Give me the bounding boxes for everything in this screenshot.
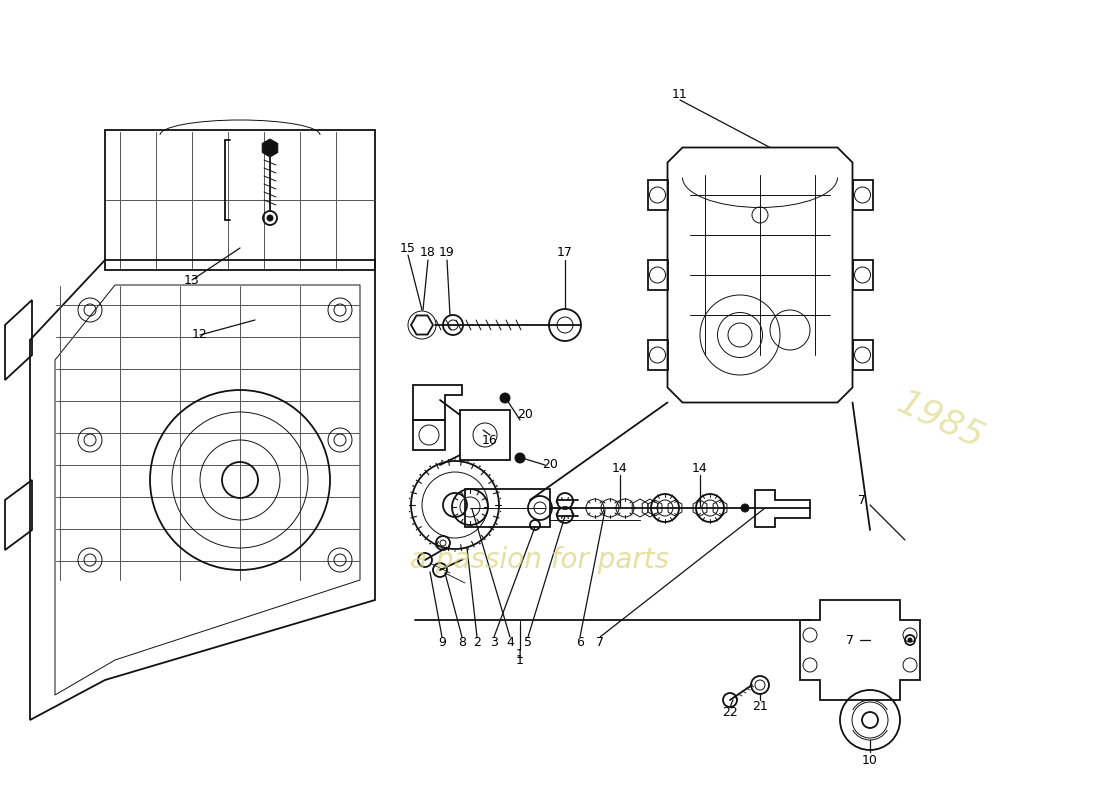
Text: 1: 1 — [516, 649, 524, 662]
Text: 11: 11 — [672, 89, 688, 102]
Text: 19: 19 — [439, 246, 455, 259]
Text: 7: 7 — [596, 637, 604, 650]
Text: 2: 2 — [473, 637, 481, 650]
Text: 13: 13 — [184, 274, 200, 286]
Text: 4: 4 — [506, 637, 514, 650]
Text: 5: 5 — [524, 637, 532, 650]
Text: a passion for parts: a passion for parts — [410, 546, 670, 574]
Text: 15: 15 — [400, 242, 416, 254]
Text: 18: 18 — [420, 246, 436, 259]
Circle shape — [267, 215, 273, 221]
Circle shape — [741, 504, 749, 512]
Text: 6: 6 — [576, 637, 584, 650]
Polygon shape — [262, 139, 278, 157]
Text: 22: 22 — [722, 706, 738, 719]
Text: 3: 3 — [491, 637, 498, 650]
Text: 14: 14 — [692, 462, 708, 474]
Circle shape — [500, 393, 510, 403]
Text: 7: 7 — [858, 494, 866, 506]
Text: 12: 12 — [192, 329, 208, 342]
Text: 20: 20 — [542, 458, 558, 471]
Text: 1: 1 — [516, 654, 524, 666]
Text: 14: 14 — [612, 462, 628, 474]
Text: 21: 21 — [752, 701, 768, 714]
Text: 1985: 1985 — [891, 385, 989, 455]
Text: 20: 20 — [517, 409, 532, 422]
Text: 9: 9 — [438, 637, 446, 650]
Text: 17: 17 — [557, 246, 573, 259]
Circle shape — [908, 638, 912, 642]
Text: 16: 16 — [482, 434, 498, 446]
Text: 10: 10 — [862, 754, 878, 766]
Text: 7: 7 — [846, 634, 854, 646]
Text: 8: 8 — [458, 637, 466, 650]
Circle shape — [515, 453, 525, 463]
